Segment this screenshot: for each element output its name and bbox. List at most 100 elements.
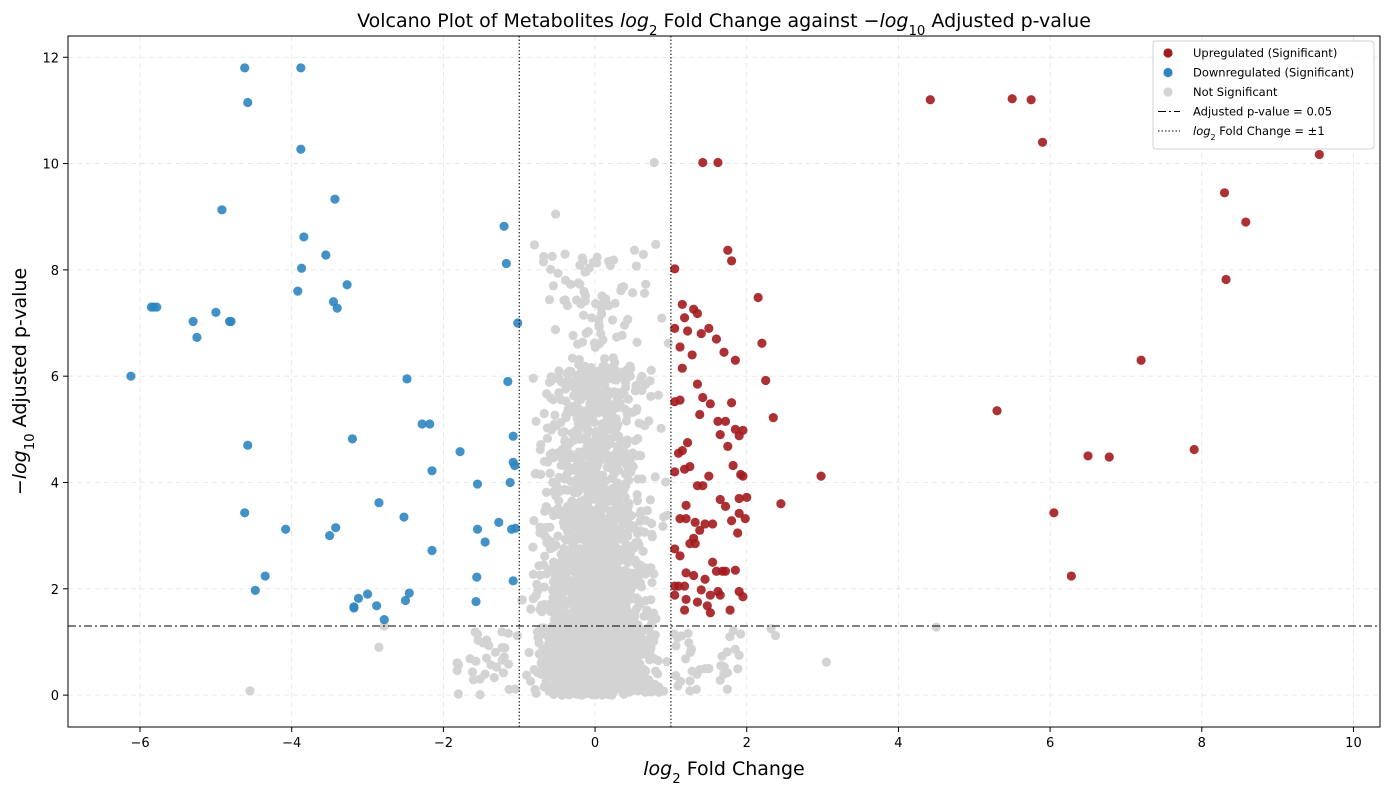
not-significant-point: [578, 256, 588, 266]
upregulated-point: [704, 323, 714, 333]
not-significant-point: [587, 608, 597, 618]
not-significant-point: [541, 665, 551, 675]
not-significant-point: [599, 523, 609, 533]
not-significant-point: [585, 535, 596, 546]
not-significant-point: [766, 624, 776, 634]
not-significant-point: [725, 632, 735, 642]
not-significant-point: [622, 439, 632, 449]
not-significant-point: [588, 257, 598, 267]
not-significant-point: [553, 268, 563, 278]
not-significant-point: [651, 239, 661, 249]
upregulated-point: [1049, 508, 1059, 518]
not-significant-point: [631, 404, 642, 415]
not-significant-point: [557, 627, 567, 637]
not-significant-point: [653, 655, 663, 666]
not-significant-point: [646, 518, 657, 529]
not-significant-point: [540, 551, 550, 561]
not-significant-point: [597, 453, 607, 463]
not-significant-point: [602, 462, 612, 472]
not-significant-point: [581, 328, 591, 338]
not-significant-point: [642, 505, 652, 516]
upregulated-point: [720, 416, 731, 426]
not-significant-point: [659, 512, 669, 522]
not-significant-point: [568, 330, 578, 341]
not-significant-point: [529, 240, 540, 250]
not-significant-point: [600, 354, 610, 364]
upregulated-point: [670, 581, 680, 591]
not-significant-point: [548, 281, 558, 291]
x-tick-label: 2: [743, 736, 751, 751]
not-significant-point: [596, 507, 606, 518]
not-significant-point: [542, 389, 552, 399]
upregulated-point: [690, 517, 700, 527]
not-significant-point: [528, 569, 538, 579]
not-significant-point: [587, 313, 597, 323]
not-significant-point: [554, 559, 564, 569]
not-significant-point: [566, 376, 576, 387]
not-significant-point: [607, 633, 617, 643]
not-significant-point: [626, 467, 636, 477]
not-significant-point: [635, 450, 645, 460]
downregulated-point: [296, 63, 306, 73]
not-significant-point: [547, 251, 557, 261]
downregulated-point: [281, 524, 291, 534]
upregulated-point: [728, 460, 738, 471]
not-significant-point: [620, 572, 630, 582]
y-tick-label: 4: [51, 476, 59, 491]
upregulated-point: [720, 566, 731, 576]
not-significant-point: [570, 548, 580, 558]
upregulated-point: [776, 499, 786, 509]
y-axis-label: −log10 Adjusted p-value: [9, 268, 38, 495]
not-significant-point: [607, 655, 617, 665]
not-significant-point: [577, 337, 588, 347]
downregulated-point: [404, 588, 414, 598]
not-significant-point: [716, 661, 726, 671]
not-significant-point: [770, 630, 781, 641]
not-significant-point: [606, 404, 616, 414]
not-significant-point: [632, 496, 643, 506]
not-significant-point: [624, 588, 634, 598]
not-significant-point: [618, 511, 629, 521]
not-significant-point: [599, 486, 609, 496]
downregulated-point: [379, 615, 389, 625]
not-significant-point: [542, 534, 553, 544]
upregulated-point: [681, 568, 691, 578]
upregulated-point: [679, 313, 690, 323]
downregulated-point: [374, 498, 384, 508]
upregulated-point: [734, 508, 744, 518]
downregulated-point: [505, 477, 515, 488]
upregulated-point: [685, 461, 695, 472]
not-significant-point: [374, 642, 384, 652]
x-tick-label: −2: [434, 736, 453, 751]
upregulated-point: [682, 438, 693, 448]
not-significant-point: [605, 683, 615, 693]
upregulated-point: [698, 481, 708, 491]
not-significant-point: [532, 579, 542, 589]
not-significant-point: [625, 361, 635, 371]
not-significant-point: [589, 369, 600, 379]
upregulated-point: [687, 350, 697, 360]
not-significant-point: [607, 315, 618, 325]
not-significant-point: [592, 649, 602, 660]
downregulated-point: [240, 63, 250, 73]
not-significant-point: [570, 384, 581, 394]
upregulated-point: [1104, 452, 1114, 462]
not-significant-point: [622, 527, 632, 537]
not-significant-point: [587, 678, 597, 688]
x-tick-label: −4: [282, 736, 301, 751]
not-significant-point: [632, 337, 642, 347]
upregulated-point: [677, 299, 687, 310]
not-significant-point: [542, 423, 552, 433]
upregulated-point: [740, 514, 750, 524]
y-tick-label: 2: [51, 583, 59, 598]
not-significant-point: [618, 488, 628, 499]
not-significant-point: [591, 524, 601, 534]
not-significant-point: [553, 531, 563, 541]
not-significant-point: [685, 686, 695, 696]
not-significant-point: [556, 578, 566, 588]
not-significant-point: [534, 561, 544, 571]
not-significant-point: [453, 689, 463, 699]
not-significant-point: [588, 404, 599, 414]
not-significant-point: [576, 591, 586, 601]
upregulated-point: [768, 413, 778, 423]
